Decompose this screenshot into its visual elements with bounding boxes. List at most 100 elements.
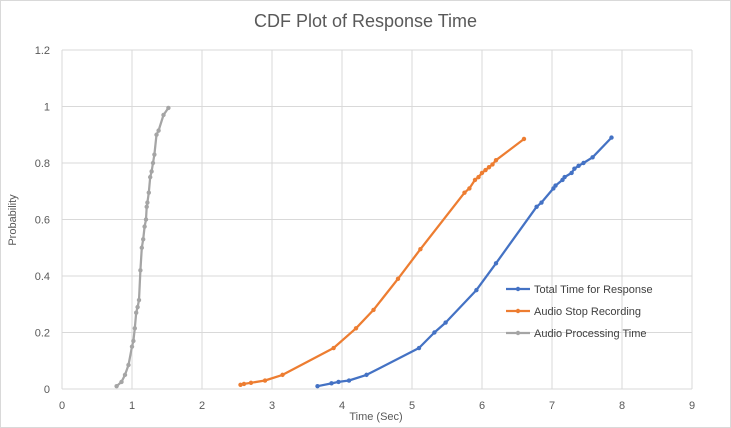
data-point xyxy=(493,261,499,266)
x-tick-label: 5 xyxy=(409,400,415,412)
data-point xyxy=(152,152,157,157)
series-line-audio-stop-recording xyxy=(240,138,525,386)
data-point xyxy=(135,304,140,310)
legend-item: Total Time for Response xyxy=(506,284,653,296)
data-point xyxy=(416,345,422,351)
data-point xyxy=(562,174,567,180)
legend-item: Audio Processing Time xyxy=(506,328,647,340)
x-tick-label: 3 xyxy=(269,400,275,412)
x-axis-label: Time (Sec) xyxy=(349,411,402,423)
data-point xyxy=(132,326,137,331)
legend-label: Audio Stop Recording xyxy=(534,306,641,318)
series-total-time-for-response xyxy=(315,135,614,389)
data-point xyxy=(280,372,285,378)
data-point xyxy=(472,177,478,183)
x-tick-label: 9 xyxy=(689,400,695,412)
data-point xyxy=(145,200,150,205)
data-point xyxy=(146,190,151,195)
legend-label: Total Time for Response xyxy=(534,284,653,296)
data-point xyxy=(154,132,159,137)
x-tick-label: 2 xyxy=(199,400,205,412)
data-point xyxy=(248,380,254,385)
data-point xyxy=(148,174,153,180)
y-tick-label: 0.6 xyxy=(35,215,50,227)
x-tick-label: 1 xyxy=(129,400,135,412)
x-tick-label: 8 xyxy=(619,400,625,412)
data-point xyxy=(139,245,144,250)
data-point xyxy=(315,383,320,389)
data-point xyxy=(336,379,341,385)
data-point xyxy=(331,345,336,351)
data-point xyxy=(490,162,495,167)
data-point xyxy=(483,167,488,173)
data-point xyxy=(418,246,423,252)
data-point xyxy=(161,112,166,118)
data-point xyxy=(474,287,479,293)
data-point xyxy=(581,160,586,166)
data-point xyxy=(134,310,139,315)
series-line-total-time-for-response xyxy=(317,136,613,388)
data-point xyxy=(238,382,243,387)
data-point xyxy=(131,338,136,344)
data-point xyxy=(122,372,128,378)
x-tick-label: 0 xyxy=(59,400,65,412)
data-point xyxy=(432,330,437,335)
y-tick-labels: 0 0.2 0.4 0.6 0.8 1 1.2 xyxy=(35,45,50,396)
data-point xyxy=(126,362,131,368)
y-axis-label: Probability xyxy=(7,194,19,246)
legend-marker xyxy=(515,308,521,314)
x-tick-labels: 0 1 2 3 4 5 6 7 8 9 xyxy=(59,400,695,412)
y-tick-label: 0.2 xyxy=(35,328,50,340)
data-point xyxy=(141,237,146,242)
data-point xyxy=(136,297,142,303)
data-point xyxy=(569,170,574,176)
data-point xyxy=(166,105,171,111)
data-point xyxy=(144,204,149,209)
legend: Total Time for Response Audio Stop Record… xyxy=(506,284,653,340)
x-tick-label: 4 xyxy=(339,400,345,412)
data-point xyxy=(572,166,577,171)
data-point xyxy=(346,378,352,383)
y-tick-label: 0.8 xyxy=(35,158,50,170)
series-audio-processing-time xyxy=(114,105,171,389)
data-point xyxy=(486,165,492,170)
y-tick-label: 0 xyxy=(44,384,50,396)
data-point xyxy=(476,174,481,180)
y-tick-label: 1.2 xyxy=(35,45,50,57)
series-audio-stop-recording xyxy=(238,136,527,387)
data-point xyxy=(364,372,369,378)
data-point xyxy=(142,224,147,229)
data-point xyxy=(521,136,527,142)
data-point xyxy=(609,135,614,140)
legend-marker xyxy=(515,286,521,292)
data-point xyxy=(262,378,268,383)
data-point xyxy=(539,200,544,205)
data-point xyxy=(479,170,485,176)
data-point xyxy=(143,217,149,222)
x-tick-label: 6 xyxy=(479,400,485,412)
data-point xyxy=(553,183,558,188)
data-point xyxy=(114,383,119,389)
data-point xyxy=(149,169,154,174)
data-point xyxy=(156,128,161,133)
data-point xyxy=(241,381,247,387)
data-point xyxy=(150,160,156,166)
data-point xyxy=(395,276,401,282)
legend-marker xyxy=(515,330,521,336)
data-point xyxy=(353,326,359,331)
data-point xyxy=(119,379,124,385)
data-point xyxy=(329,381,334,386)
data-point xyxy=(534,204,539,209)
chart-title: CDF Plot of Response Time xyxy=(253,11,478,31)
data-point xyxy=(462,190,467,195)
y-tick-label: 0.4 xyxy=(35,271,50,283)
legend-item: Audio Stop Recording xyxy=(506,306,641,318)
data-point xyxy=(467,186,472,191)
data-point xyxy=(138,268,143,273)
x-tick-label: 7 xyxy=(549,400,555,412)
data-point xyxy=(129,344,135,349)
series-layer xyxy=(114,105,614,389)
data-point xyxy=(493,157,499,163)
